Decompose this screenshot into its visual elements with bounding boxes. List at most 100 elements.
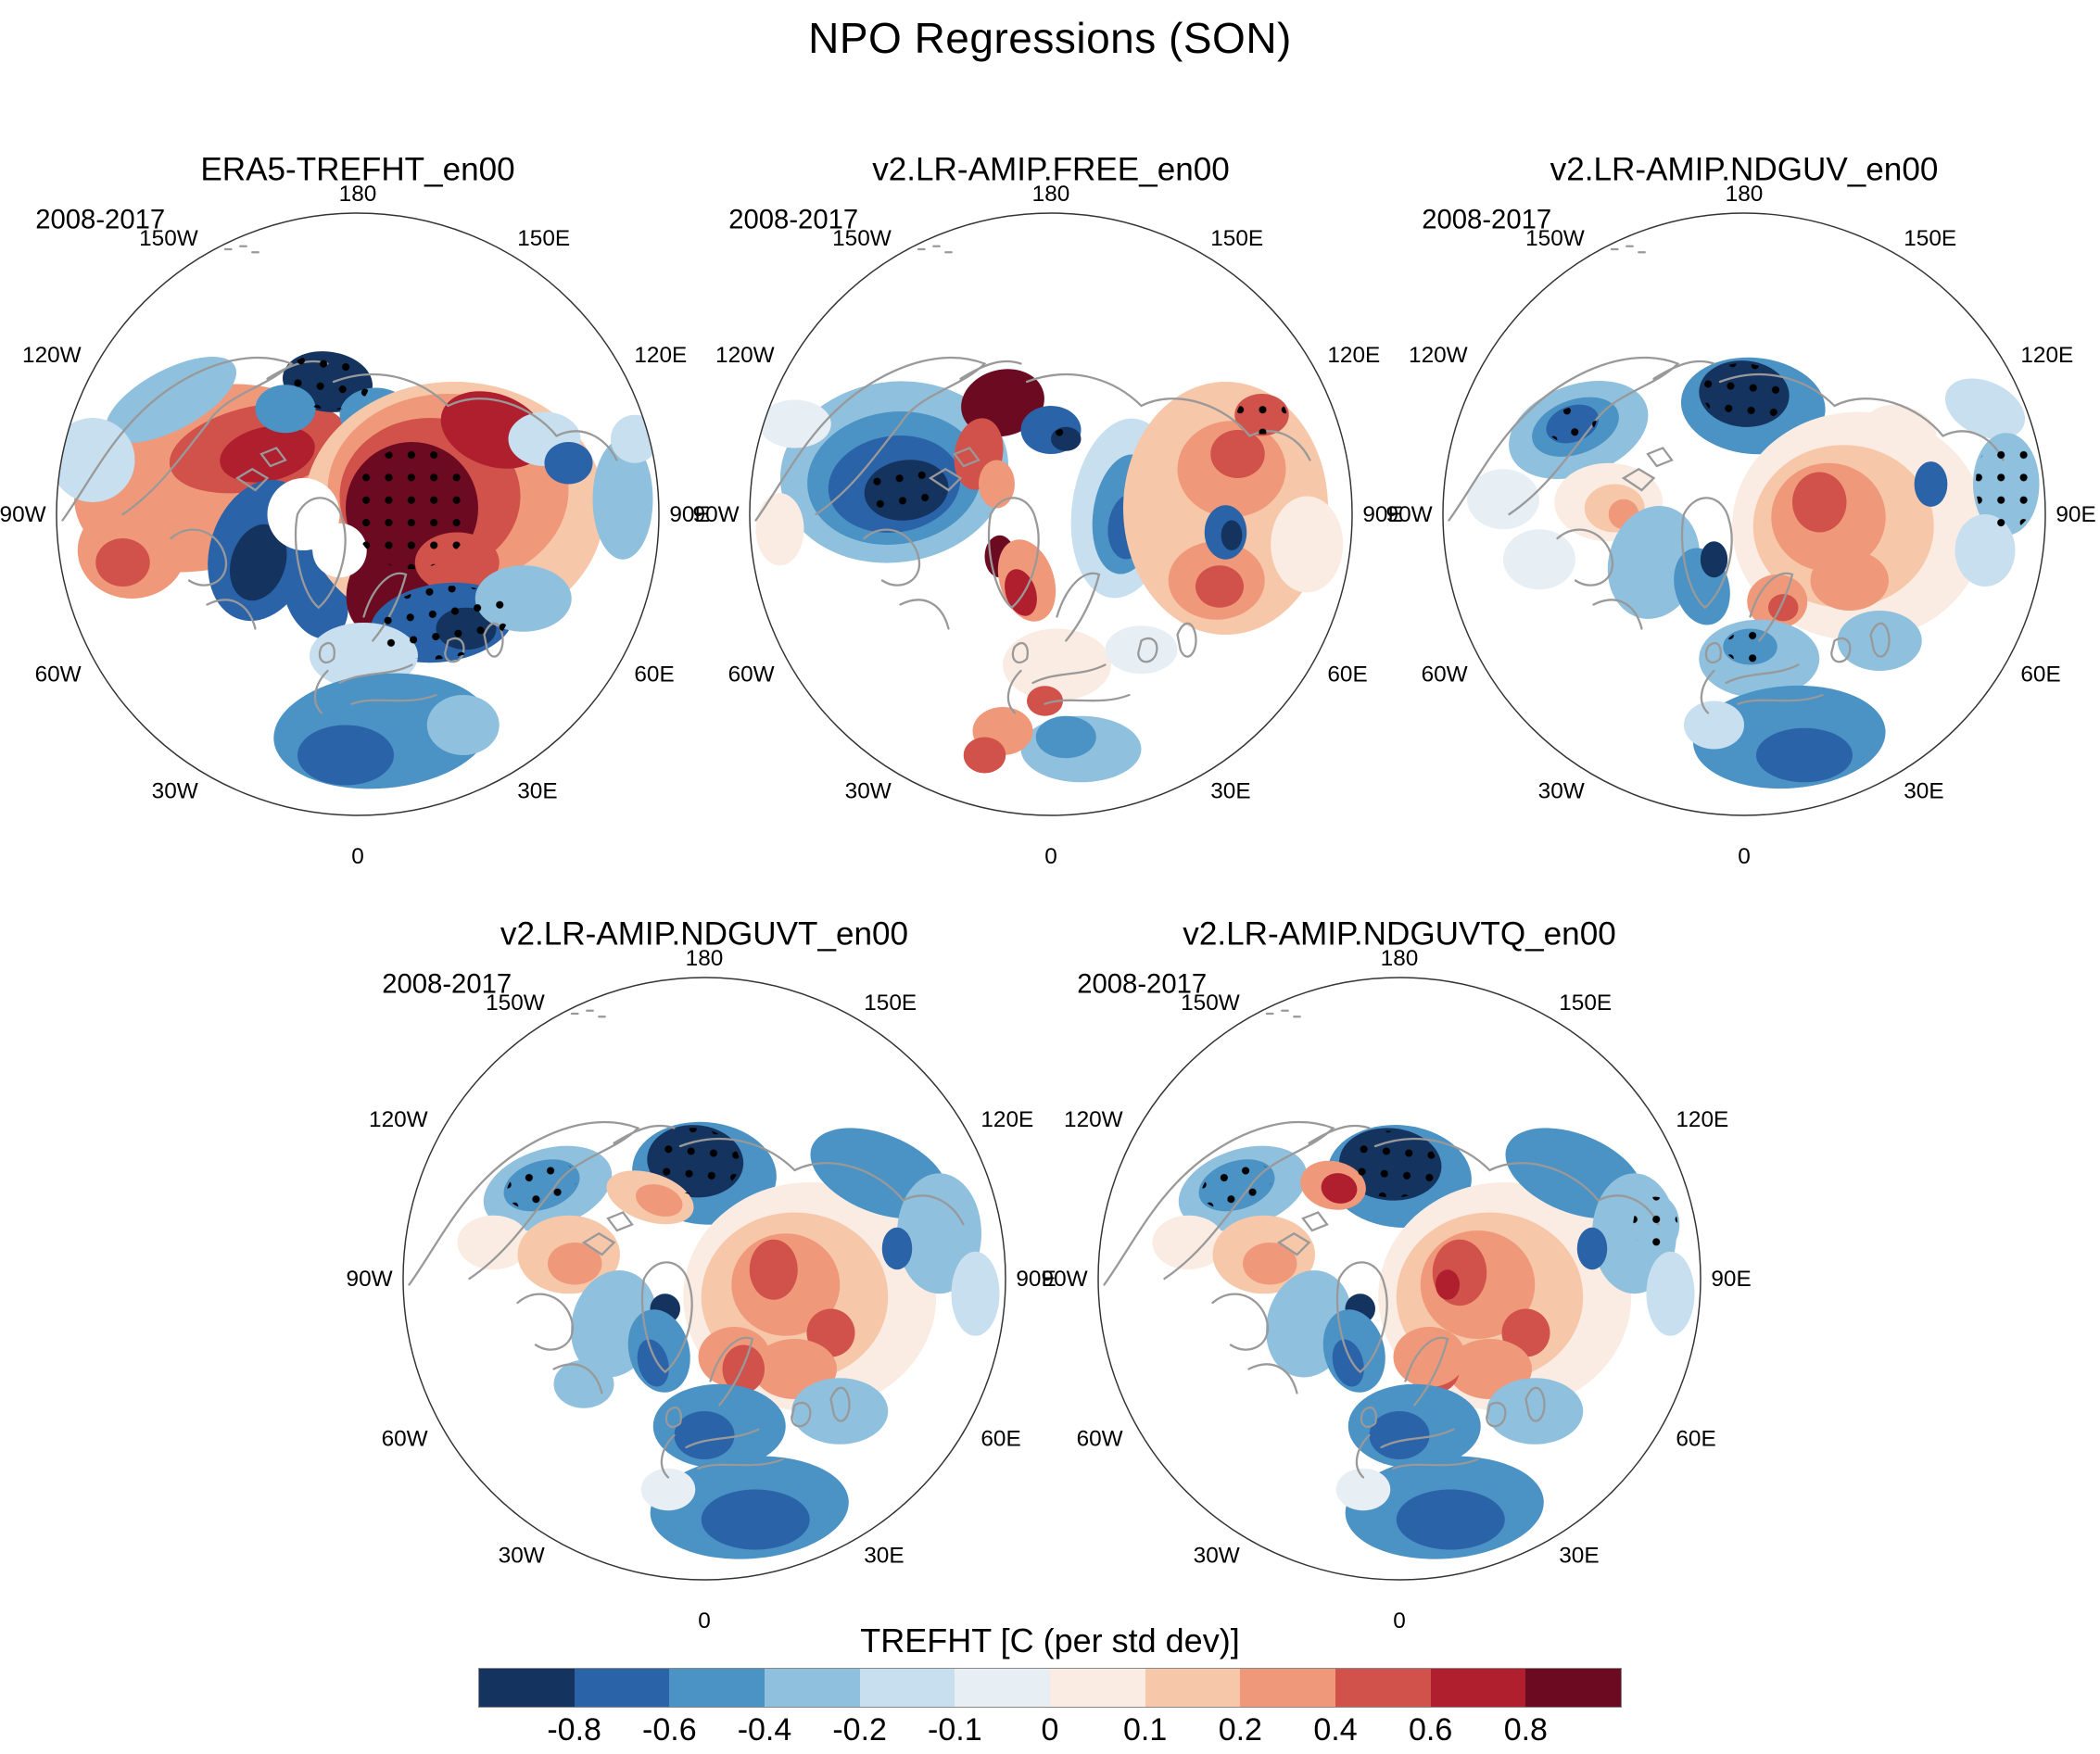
map-content xyxy=(57,213,659,815)
lon-label-60E: 60E xyxy=(2020,662,2060,687)
map-content xyxy=(1443,213,2045,815)
map-boundary-circle xyxy=(1442,212,2046,816)
colorbar-segment-9 xyxy=(1335,1669,1431,1707)
colorbar-segment-8 xyxy=(1240,1669,1336,1707)
map-content xyxy=(403,978,1006,1580)
panel-period-label: 2008-2017 xyxy=(382,969,512,999)
lon-label-30E: 30E xyxy=(1210,778,1250,803)
lon-label-90W: 90W xyxy=(347,1267,393,1292)
lon-label-0: 0 xyxy=(351,844,364,869)
map-panel-ndguvt: v2.LR-AMIP.NDGUVT_en00 2008-2017 180 150E 12… xyxy=(347,915,1056,1634)
panel-title: ERA5-TREFHT_en00 xyxy=(200,151,514,187)
colorbar-segment-1 xyxy=(574,1669,670,1707)
map-boundary-circle xyxy=(749,212,1353,816)
stipple-overlay xyxy=(1548,363,2037,663)
colorbar-tick--0.1: -0.1 xyxy=(928,1712,982,1748)
lon-label-30E: 30E xyxy=(517,778,557,803)
lon-label-0: 0 xyxy=(698,1609,711,1634)
lon-label-120E: 120E xyxy=(1327,343,1380,368)
lon-label-30W: 30W xyxy=(1194,1543,1240,1568)
colorbar-tick-0.1: 0.1 xyxy=(1123,1712,1168,1748)
map-panel-ndguv: v2.LR-AMIP.NDGUV_en00 2008-2017 180 150E 120… xyxy=(1386,151,2096,869)
coastlines xyxy=(408,1009,965,1479)
lon-label-150W: 150W xyxy=(486,991,545,1016)
lon-label-180: 180 xyxy=(1032,182,1070,207)
coastlines xyxy=(1448,245,2005,714)
map-content xyxy=(1098,978,1701,1580)
lon-label-120E: 120E xyxy=(634,343,687,368)
figure-title: NPO Regressions (SON) xyxy=(808,14,1292,62)
panel-title: v2.LR-AMIP.NDGUVT_en00 xyxy=(500,915,908,952)
lon-label-120E: 120E xyxy=(980,1107,1033,1132)
panel-title: v2.LR-AMIP.FREE_en00 xyxy=(872,151,1230,187)
longitude-labels: 180 150E 120E 90E 60E 30E 0 30W 60W 90W 120W 150W xyxy=(1042,946,1752,1634)
lon-label-150W: 150W xyxy=(1525,226,1585,251)
stipple-overlay xyxy=(506,1128,740,1209)
colorbar-segment-0 xyxy=(479,1669,575,1707)
lon-label-30E: 30E xyxy=(1559,1543,1599,1568)
colorbar-tick-0.2: 0.2 xyxy=(1218,1712,1262,1748)
lon-label-90W: 90W xyxy=(693,502,740,527)
map-boundary-circle xyxy=(1097,977,1702,1581)
colorbar-segment-10 xyxy=(1430,1669,1526,1707)
lon-label-180: 180 xyxy=(686,946,724,971)
lon-label-150W: 150W xyxy=(832,226,892,251)
lon-label-120W: 120W xyxy=(715,343,775,368)
lon-label-90E: 90E xyxy=(2056,502,2095,527)
longitude-labels: 180 150E 120E 90E 60E 30E 0 30W 60W 90W 120W 150W xyxy=(0,182,710,869)
panel-period-label: 2008-2017 xyxy=(35,205,165,234)
panel-period-label: 2008-2017 xyxy=(728,205,858,234)
lon-label-0: 0 xyxy=(1738,844,1751,869)
map-panel-ndguvtq: v2.LR-AMIP.NDGUVTQ_en002008-2017180150E1… xyxy=(1042,915,1752,1634)
colorbar-segment-6 xyxy=(1050,1669,1145,1707)
anomaly-contours xyxy=(755,369,1344,783)
colorbar-tick--0.6: -0.6 xyxy=(642,1712,697,1748)
lon-label-90E: 90E xyxy=(1016,1267,1056,1292)
lon-label-150E: 150E xyxy=(1210,226,1263,251)
colorbar-segment-4 xyxy=(859,1669,955,1707)
colorbar-tick-0.8: 0.8 xyxy=(1503,1712,1548,1748)
lon-label-150E: 150E xyxy=(1559,991,1612,1016)
map-panel-free: v2.LR-AMIP.FREE_en00 2008-2017 180 150E 120E… xyxy=(693,151,1403,869)
lon-label-90E: 90E xyxy=(1362,502,1402,527)
lon-label-0: 0 xyxy=(1044,844,1057,869)
colorbar-title: TREFHT [C (per std dev)] xyxy=(860,1622,1240,1659)
lon-label-30W: 30W xyxy=(499,1543,545,1568)
colorbar-segment-11 xyxy=(1525,1669,1622,1707)
lon-label-120E: 120E xyxy=(2020,343,2073,368)
colorbar xyxy=(478,1668,1622,1708)
lon-label-60E: 60E xyxy=(1327,662,1367,687)
panel-title: v2.LR-AMIP.NDGUVTQ_en00 xyxy=(1183,915,1615,952)
lon-label-60W: 60W xyxy=(728,662,775,687)
lon-label-150W: 150W xyxy=(139,226,198,251)
lon-label-60W: 60W xyxy=(35,662,82,687)
lon-label-30W: 30W xyxy=(1538,778,1585,803)
lon-label-0: 0 xyxy=(1393,1609,1406,1634)
colorbar-segment-5 xyxy=(955,1669,1051,1707)
lon-label-60E: 60E xyxy=(634,662,674,687)
panel-period-label: 2008-2017 xyxy=(1422,205,1551,234)
lon-label-150E: 150E xyxy=(1904,226,1956,251)
lon-label-120W: 120W xyxy=(369,1107,428,1132)
lon-label-90W: 90W xyxy=(0,502,46,527)
colorbar-segment-3 xyxy=(765,1669,860,1707)
colorbar-segment-7 xyxy=(1145,1669,1241,1707)
map-content xyxy=(750,213,1352,815)
lon-label-180: 180 xyxy=(1726,182,1764,207)
map-boundary-circle xyxy=(56,212,660,816)
lon-label-150E: 150E xyxy=(517,226,570,251)
lon-label-180: 180 xyxy=(339,182,377,207)
panel-period-label: 2008-2017 xyxy=(1077,969,1207,999)
panel-title: v2.LR-AMIP.NDGUV_en00 xyxy=(1550,151,1939,187)
stipple-overlay xyxy=(867,395,1287,519)
colorbar-tick-0.4: 0.4 xyxy=(1313,1712,1358,1748)
map-boundary-circle xyxy=(402,977,1006,1581)
colorbar-tick-0.6: 0.6 xyxy=(1409,1712,1453,1748)
longitude-labels: 180 150E 120E 90E 60E 30E 0 30W 60W 90W 120W 150W xyxy=(347,946,1056,1634)
lon-label-180: 180 xyxy=(1381,946,1419,971)
lon-label-60W: 60W xyxy=(382,1426,428,1451)
colorbar-tick--0.2: -0.2 xyxy=(832,1712,887,1748)
lon-label-90W: 90W xyxy=(1386,502,1433,527)
lon-label-90E: 90E xyxy=(1711,1267,1751,1292)
stipple-overlay xyxy=(1201,1130,1678,1253)
